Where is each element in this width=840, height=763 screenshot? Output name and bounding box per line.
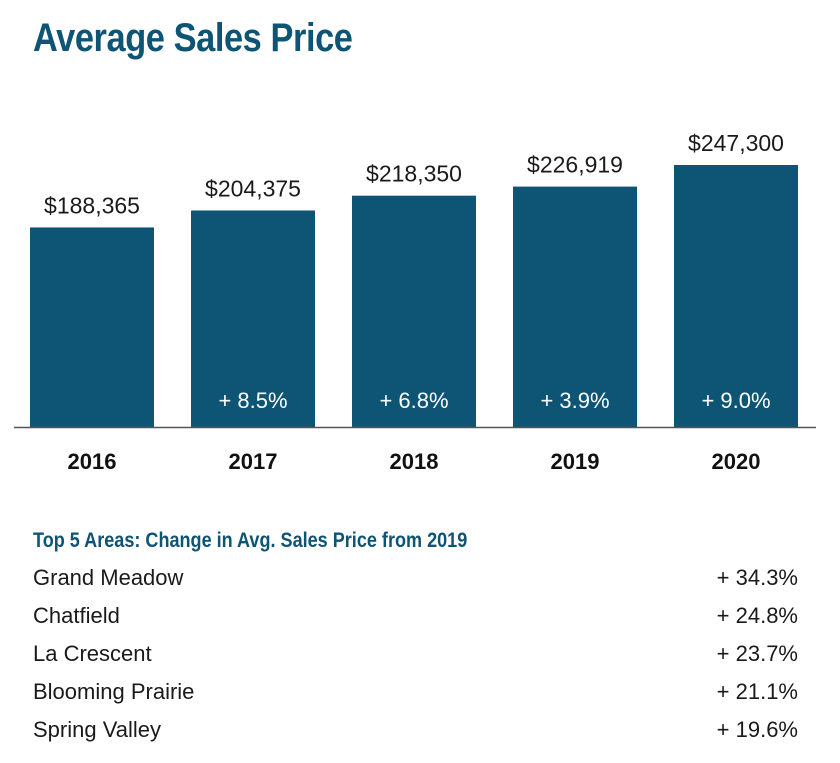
- x-tick-label: 2017: [229, 449, 278, 474]
- bar-change-label: + 9.0%: [701, 388, 770, 413]
- area-name: La Crescent: [33, 641, 152, 666]
- bar-chart: $188,365 2016 $204,375 + 8.5% 2017 $218,350 + …: [14, 130, 816, 474]
- area-row: La Crescent + 23.7%: [33, 637, 798, 675]
- bar-2017: [191, 210, 315, 427]
- bar-value-label: $247,300: [688, 130, 784, 156]
- x-tick-label: 2016: [68, 449, 117, 474]
- bar-change-label: + 3.9%: [540, 388, 609, 413]
- labels-layer: $188,365 2016 $204,375 + 8.5% 2017 $218,350 + …: [44, 130, 784, 474]
- bar-value-label: $218,350: [366, 161, 462, 187]
- bar-2019: [513, 186, 637, 427]
- x-tick-label: 2019: [551, 449, 600, 474]
- x-tick-label: 2018: [390, 449, 439, 474]
- bar-2018: [352, 195, 476, 427]
- bar-change-label: + 8.5%: [218, 388, 287, 413]
- area-row: Grand Meadow + 34.3%: [33, 561, 798, 599]
- bar-change-label: + 6.8%: [379, 388, 448, 413]
- area-change: + 19.6%: [716, 717, 798, 742]
- area-row: Chatfield + 24.8%: [33, 599, 798, 637]
- bar-2020: [674, 165, 798, 427]
- bars-layer: [30, 165, 798, 427]
- area-change: + 23.7%: [716, 641, 798, 666]
- area-name: Spring Valley: [33, 717, 161, 742]
- x-tick-label: 2020: [712, 449, 761, 474]
- bar-value-label: $204,375: [205, 175, 301, 201]
- area-name: Blooming Prairie: [33, 679, 195, 704]
- area-row: Spring Valley + 19.6%: [33, 713, 798, 751]
- bar-value-label: $188,365: [44, 192, 140, 218]
- top-areas-list: Grand Meadow + 34.3% Chatfield + 24.8% L…: [33, 561, 798, 751]
- page-title: Average Sales Price: [33, 16, 353, 60]
- bar-value-label: $226,919: [527, 152, 623, 178]
- area-name: Grand Meadow: [33, 565, 184, 590]
- top-areas-title: Top 5 Areas: Change in Avg. Sales Price …: [33, 529, 468, 552]
- area-change: + 24.8%: [716, 603, 798, 628]
- area-change: + 21.1%: [716, 679, 798, 704]
- area-name: Chatfield: [33, 603, 120, 628]
- area-row: Blooming Prairie + 21.1%: [33, 675, 798, 713]
- bar-2016: [30, 227, 154, 427]
- area-change: + 34.3%: [716, 565, 798, 590]
